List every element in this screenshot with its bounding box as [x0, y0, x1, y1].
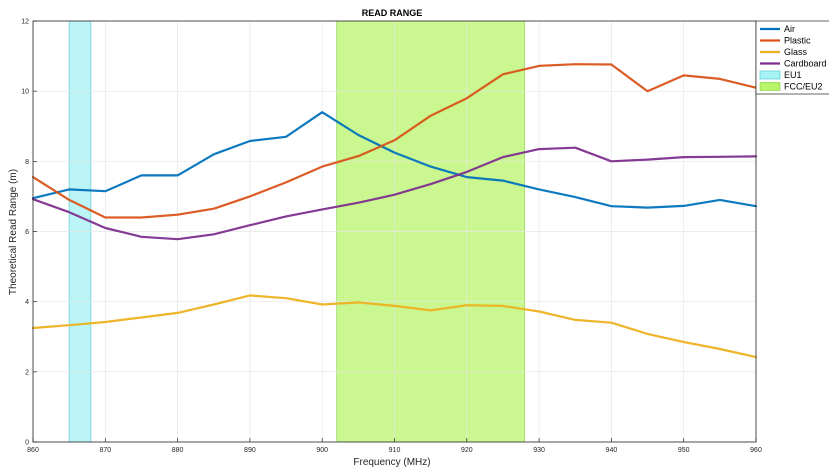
series-line-glass — [31, 294, 758, 359]
y-tick-label: 4 — [25, 299, 29, 306]
y-tick-label: 10 — [21, 89, 29, 96]
x-tick-label: 960 — [750, 447, 762, 454]
x-tick-label: 860 — [27, 447, 39, 454]
x-tick-label: 880 — [172, 447, 184, 454]
x-tick-label: 950 — [678, 447, 690, 454]
legend-swatch-fcc-eu2 — [759, 82, 781, 91]
x-tick-label: 870 — [99, 447, 111, 454]
chart-title: READ RANGE — [362, 8, 423, 18]
legend-swatch-eu1 — [759, 70, 781, 80]
y-tick-label: 12 — [21, 19, 29, 26]
x-tick-label: 930 — [533, 447, 545, 454]
x-tick-label: 890 — [244, 447, 256, 454]
x-tick-label: 940 — [606, 447, 618, 454]
y-tick-label: 6 — [25, 229, 29, 236]
series-line-cardboard — [31, 146, 758, 241]
y-axis-label: Theoretical Read Range (m) — [8, 169, 19, 295]
series-line-air — [31, 111, 758, 209]
legend-label-air: Air — [784, 24, 795, 34]
legend-box — [755, 20, 829, 95]
y-tick-label: 8 — [25, 159, 29, 166]
legend-label-eu1: EU1 — [784, 70, 802, 80]
x-axis-label: Frequency (MHz) — [353, 457, 430, 468]
legend-label-cardboard: Cardboard — [784, 59, 827, 69]
legend-label-fcc-eu2: FCC/EU2 — [784, 82, 823, 92]
legend-label-plastic: Plastic — [784, 36, 811, 46]
x-tick-label: 920 — [461, 447, 473, 454]
legend-label-glass: Glass — [784, 47, 808, 57]
series-line-plastic — [31, 63, 758, 219]
x-tick-label: 910 — [389, 447, 401, 454]
x-tick-label: 900 — [316, 447, 328, 454]
y-tick-label: 2 — [25, 369, 29, 376]
y-tick-label: 0 — [25, 440, 29, 447]
